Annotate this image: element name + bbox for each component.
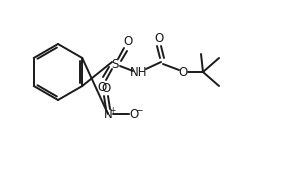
Text: NH: NH	[130, 66, 148, 78]
Text: O: O	[101, 82, 111, 94]
Text: O: O	[154, 31, 164, 45]
Text: N: N	[104, 108, 112, 121]
Text: +: +	[109, 105, 115, 115]
Text: S: S	[111, 57, 119, 71]
Text: −: −	[135, 105, 143, 115]
Text: O: O	[130, 108, 139, 121]
Text: O: O	[97, 80, 106, 94]
Text: O: O	[178, 66, 188, 78]
Text: O: O	[123, 35, 133, 47]
